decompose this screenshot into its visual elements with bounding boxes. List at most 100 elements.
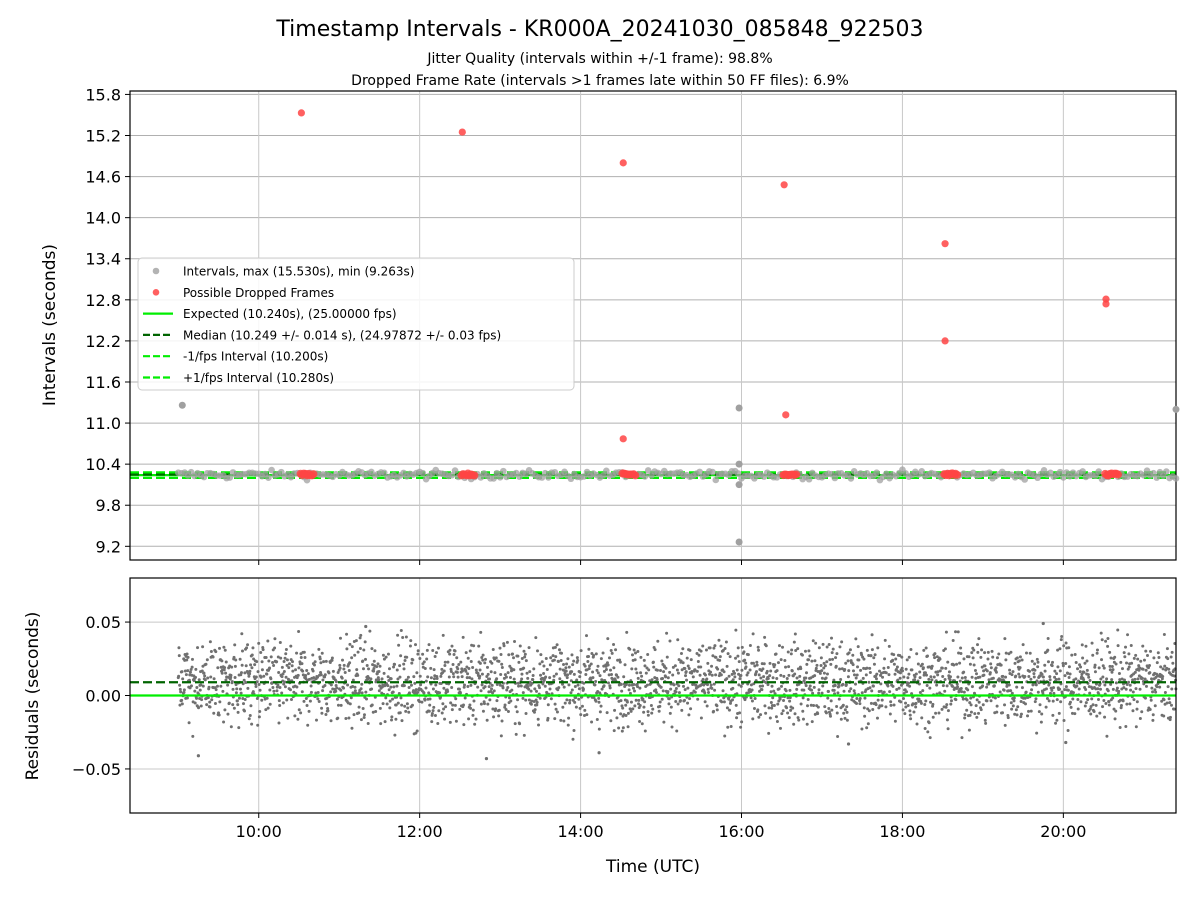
residual-point: [1120, 667, 1124, 671]
residual-point: [544, 675, 548, 679]
residual-point: [1029, 709, 1033, 713]
residual-point: [825, 672, 829, 676]
residual-point: [287, 666, 291, 670]
residual-point: [872, 662, 876, 666]
residual-point: [185, 696, 189, 700]
residual-point: [226, 712, 230, 716]
residual-point: [743, 658, 747, 662]
residual-point: [1096, 697, 1100, 701]
residual-point: [469, 683, 473, 687]
residual-point: [485, 665, 489, 669]
y-tick-label: 10.4: [85, 455, 121, 474]
residual-point: [754, 670, 758, 674]
residual-point: [289, 697, 293, 701]
residual-point: [451, 703, 455, 707]
residual-point: [852, 689, 856, 693]
residual-point: [358, 646, 362, 650]
residual-point: [1162, 698, 1166, 702]
residual-point: [1149, 698, 1153, 702]
residual-point: [793, 712, 797, 716]
residual-point: [350, 645, 354, 649]
residual-point: [761, 667, 765, 671]
residual-point: [822, 661, 826, 665]
residual-point: [329, 719, 333, 723]
residual-point: [527, 646, 531, 650]
residual-point: [1051, 660, 1055, 664]
residual-point: [1093, 663, 1097, 667]
residual-point: [660, 659, 664, 663]
chart-subtitle-dropped: Dropped Frame Rate (intervals >1 frames …: [351, 73, 849, 89]
residual-point: [634, 698, 638, 702]
residual-point: [962, 657, 966, 661]
residual-point: [824, 711, 828, 715]
residual-point: [1129, 688, 1133, 692]
interval-point: [734, 470, 742, 477]
residual-point: [900, 669, 904, 673]
residual-point: [1018, 655, 1022, 659]
residual-point: [185, 658, 189, 662]
residual-point: [959, 651, 963, 655]
residual-point: [838, 667, 842, 671]
y-tick-label: 12.2: [85, 332, 121, 351]
residual-point: [500, 662, 504, 666]
residual-point: [482, 702, 486, 706]
residual-point: [743, 698, 747, 702]
residual-point: [898, 676, 902, 680]
residual-point: [526, 676, 530, 680]
residual-point: [521, 691, 525, 695]
residual-point: [380, 677, 384, 681]
residual-point: [1151, 690, 1155, 694]
residual-point: [944, 705, 948, 709]
residual-point: [284, 675, 288, 679]
residual-point: [426, 675, 430, 679]
residual-point: [278, 641, 282, 645]
residual-point: [290, 664, 294, 668]
residual-point: [905, 690, 909, 694]
residual-point: [486, 672, 490, 676]
residual-point: [277, 670, 281, 674]
residual-point: [1056, 665, 1060, 669]
residual-point: [589, 678, 593, 682]
residual-point: [640, 722, 644, 726]
residual-point: [879, 689, 883, 693]
residual-point: [187, 721, 191, 725]
residual-point: [554, 707, 558, 711]
residual-point: [737, 660, 741, 664]
residual-point: [829, 662, 833, 666]
residual-point: [901, 697, 905, 701]
residual-point: [316, 691, 320, 695]
residual-point: [946, 660, 950, 664]
residual-point: [954, 698, 958, 702]
residual-point: [636, 685, 640, 689]
residual-point: [1040, 672, 1044, 676]
residual-point: [903, 712, 907, 716]
residual-point: [1034, 683, 1038, 687]
residual-point: [1097, 666, 1101, 670]
residual-point: [411, 658, 415, 662]
interval-point: [599, 472, 607, 479]
residual-point: [781, 645, 785, 649]
residual-point: [1168, 715, 1172, 719]
residual-point: [906, 703, 910, 707]
residual-point: [576, 683, 580, 687]
residual-point: [979, 708, 983, 712]
residual-point: [922, 648, 926, 652]
residual-point: [376, 662, 380, 666]
residual-point: [790, 669, 794, 673]
residual-point: [891, 658, 895, 662]
residual-point: [408, 644, 412, 648]
residual-point: [1019, 715, 1023, 719]
residual-point: [421, 652, 425, 656]
residual-point: [512, 656, 516, 660]
residual-point: [1079, 700, 1083, 704]
residual-point: [529, 702, 533, 706]
residual-point: [455, 670, 459, 674]
residual-point: [478, 668, 482, 672]
residual-point: [548, 687, 552, 691]
residual-point: [490, 687, 494, 691]
residual-point: [952, 663, 956, 667]
residual-point: [233, 643, 237, 647]
residual-point: [1071, 691, 1075, 695]
residual-point: [1131, 678, 1135, 682]
residual-point: [1156, 651, 1160, 655]
